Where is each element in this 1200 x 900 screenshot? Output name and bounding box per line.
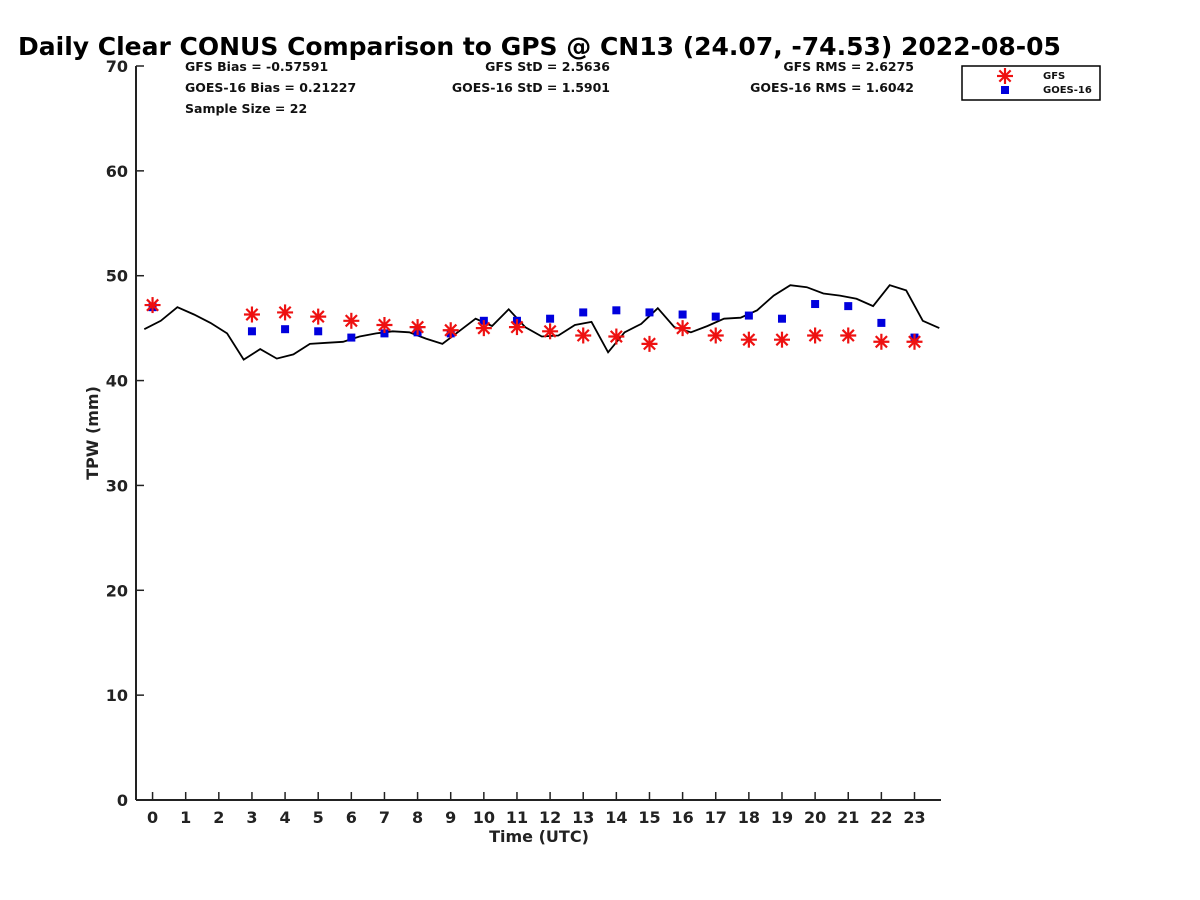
y-tick-label: 10 bbox=[106, 686, 128, 705]
x-tick-label: 10 bbox=[473, 808, 495, 827]
gfs-point bbox=[243, 306, 260, 323]
gfs-point bbox=[277, 304, 294, 321]
legend-goes-symbol bbox=[1001, 86, 1009, 94]
x-tick-label: 11 bbox=[506, 808, 528, 827]
y-ticks: 0 10 20 30 40 50 60 70 bbox=[106, 57, 144, 810]
gfs-point bbox=[608, 328, 625, 345]
x-tick-label: 1 bbox=[180, 808, 191, 827]
goes-point bbox=[612, 306, 621, 315]
goes-point bbox=[844, 302, 853, 311]
gfs-std: GFS StD = 2.5636 bbox=[485, 59, 610, 74]
x-tick-label: 17 bbox=[705, 808, 727, 827]
gfs-series bbox=[144, 297, 923, 352]
gfs-point bbox=[873, 333, 890, 350]
x-tick-label: 7 bbox=[379, 808, 390, 827]
gfs-rms: GFS RMS = 2.6275 bbox=[783, 59, 914, 74]
gfs-point bbox=[807, 327, 824, 344]
x-tick-label: 6 bbox=[346, 808, 357, 827]
gfs-point bbox=[575, 327, 592, 344]
x-tick-label: 0 bbox=[147, 808, 158, 827]
goes-point bbox=[678, 310, 687, 319]
x-tick-label: 16 bbox=[671, 808, 693, 827]
x-tick-label: 15 bbox=[638, 808, 660, 827]
gfs-point bbox=[740, 331, 757, 348]
goes-bias: GOES-16 Bias = 0.21227 bbox=[185, 80, 356, 95]
gfs-point bbox=[906, 333, 923, 350]
legend-gfs-marker bbox=[997, 68, 1013, 84]
goes-point bbox=[645, 308, 654, 317]
x-tick-label: 14 bbox=[605, 808, 627, 827]
goes-point bbox=[811, 300, 820, 309]
legend-goes-label: GOES-16 bbox=[1043, 85, 1092, 96]
gfs-point bbox=[376, 316, 393, 333]
gfs-point bbox=[542, 323, 559, 340]
goes-point bbox=[877, 318, 886, 327]
y-tick-label: 60 bbox=[106, 162, 128, 181]
chart-title: Daily Clear CONUS Comparison to GPS @ CN… bbox=[18, 32, 1061, 61]
y-tick-label: 50 bbox=[106, 267, 128, 286]
gfs-point bbox=[674, 320, 691, 337]
x-tick-label: 4 bbox=[280, 808, 291, 827]
goes-point bbox=[247, 327, 256, 336]
gfs-point bbox=[343, 312, 360, 329]
gfs-point bbox=[508, 319, 525, 336]
x-tick-label: 2 bbox=[213, 808, 224, 827]
x-tick-label: 22 bbox=[870, 808, 892, 827]
x-tick-label: 5 bbox=[313, 808, 324, 827]
gfs-point bbox=[442, 322, 459, 339]
x-tick-label: 23 bbox=[903, 808, 925, 827]
legend-gfs-symbol bbox=[997, 68, 1013, 84]
goes-rms: GOES-16 RMS = 1.6042 bbox=[750, 80, 914, 95]
axes bbox=[135, 66, 941, 801]
goes-point bbox=[579, 308, 588, 317]
gfs-point bbox=[475, 320, 492, 337]
legend-goes-marker bbox=[1001, 86, 1009, 94]
gps-line bbox=[143, 284, 940, 361]
gfs-point bbox=[773, 331, 790, 348]
x-ticks: 0 1 2 3 4 5 6 7 8 9 10 11 12 13 14 15 16 17 18 19 20 21 22 23 bbox=[147, 792, 926, 827]
y-axis-label: TPW (mm) bbox=[83, 386, 102, 480]
goes-point bbox=[281, 325, 290, 334]
legend-box bbox=[961, 65, 1101, 101]
x-axis-label: Time (UTC) bbox=[489, 827, 589, 846]
gfs-point bbox=[409, 319, 426, 336]
legend: GFS GOES-16 bbox=[961, 65, 1101, 101]
goes-point bbox=[744, 311, 753, 320]
goes-point bbox=[347, 333, 356, 342]
gfs-point bbox=[310, 308, 327, 325]
gfs-point bbox=[707, 327, 724, 344]
x-tick-label: 21 bbox=[837, 808, 859, 827]
sample-size: Sample Size = 22 bbox=[185, 101, 307, 116]
y-tick-label: 40 bbox=[106, 372, 128, 391]
gfs-bias: GFS Bias = -0.57591 bbox=[185, 59, 328, 74]
x-tick-label: 12 bbox=[539, 808, 561, 827]
x-tick-label: 8 bbox=[412, 808, 423, 827]
goes-point bbox=[711, 312, 720, 321]
gfs-point bbox=[144, 297, 161, 314]
goes-point bbox=[380, 329, 389, 338]
goes-point bbox=[546, 314, 555, 323]
goes-point bbox=[314, 327, 323, 336]
legend-gfs-label: GFS bbox=[1043, 71, 1065, 82]
x-tick-label: 19 bbox=[771, 808, 793, 827]
y-tick-label: 0 bbox=[117, 791, 128, 810]
x-tick-label: 20 bbox=[804, 808, 826, 827]
goes-series bbox=[148, 300, 919, 342]
goes-std: GOES-16 StD = 1.5901 bbox=[452, 80, 610, 95]
gps-series bbox=[143, 284, 940, 361]
gfs-point bbox=[641, 335, 658, 352]
x-tick-label: 3 bbox=[246, 808, 257, 827]
gfs-point bbox=[840, 327, 857, 344]
x-tick-label: 13 bbox=[572, 808, 594, 827]
x-tick-label: 18 bbox=[738, 808, 760, 827]
y-tick-label: 30 bbox=[106, 476, 128, 495]
x-tick-label: 9 bbox=[445, 808, 456, 827]
y-tick-label: 20 bbox=[106, 581, 128, 600]
goes-point bbox=[777, 314, 786, 323]
y-tick-label: 70 bbox=[106, 57, 128, 76]
